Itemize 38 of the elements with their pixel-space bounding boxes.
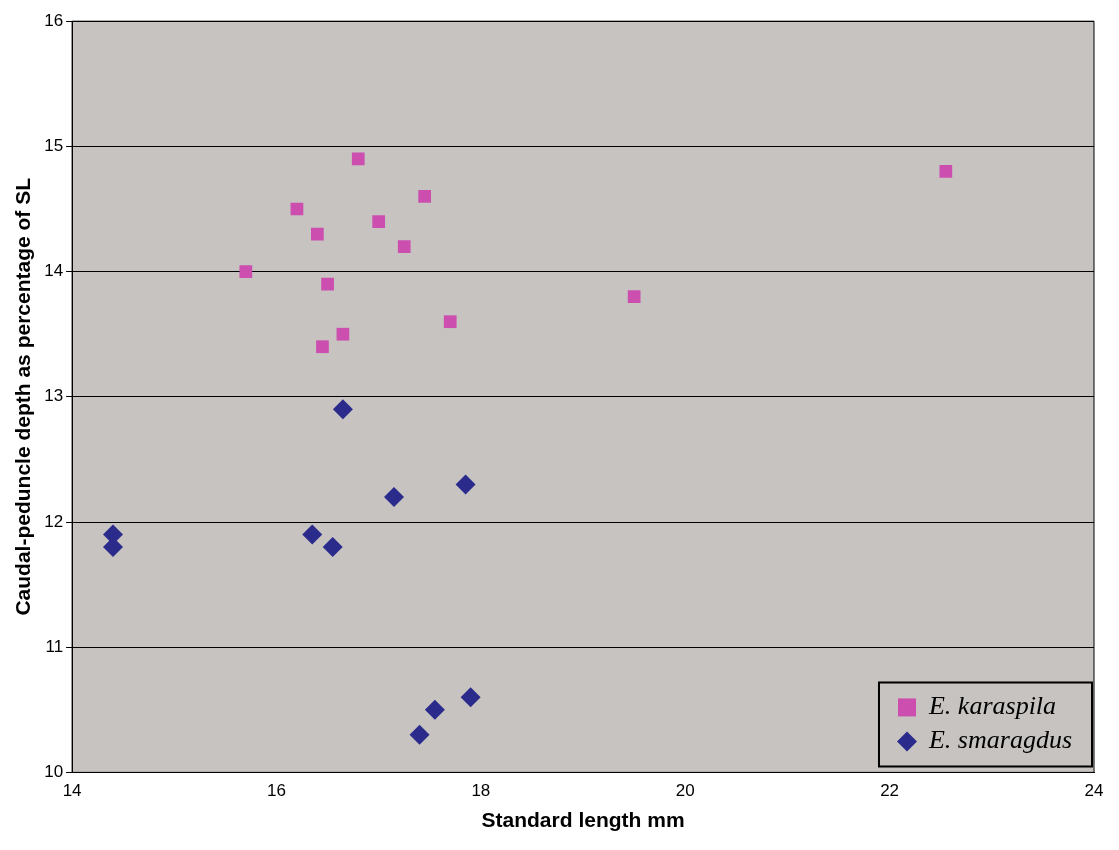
point [311,227,324,241]
point [102,537,123,558]
point [321,277,334,291]
point [409,724,430,745]
x-axis-title: Standard length mm [481,808,685,832]
y-tick-label: 12 [44,511,64,531]
point [384,486,405,507]
y-tick-label: 16 [44,10,64,30]
point [372,215,386,228]
point [443,315,457,329]
point [316,340,329,354]
x-tick-label: 14 [62,781,82,801]
point [627,290,641,303]
x-tick-label: 22 [880,781,900,801]
point [455,474,476,495]
legend-label: E. karaspila [927,691,1057,721]
point [939,165,953,178]
point [460,687,481,708]
x-tick-label: 18 [471,781,491,801]
y-tick-label: 14 [44,261,64,281]
point [418,190,432,203]
x-tick-label: 20 [675,781,695,801]
point [302,524,323,545]
y-tick-label: 11 [45,636,64,656]
point [239,265,253,278]
point [351,152,365,166]
x-tick-label: 24 [1084,781,1104,801]
point [424,699,445,720]
point [322,537,343,558]
legend-label: E. smaragdus [927,725,1072,755]
point [332,399,353,420]
y-tick-label: 10 [44,762,64,782]
point [397,240,411,253]
y-tick-label: 15 [44,136,64,156]
x-tick-label: 16 [267,781,286,801]
point [336,327,350,341]
y-tick-label: 13 [44,386,64,406]
y-axis-title: Caudal-peduncle depth as percentage of SL [11,177,35,616]
